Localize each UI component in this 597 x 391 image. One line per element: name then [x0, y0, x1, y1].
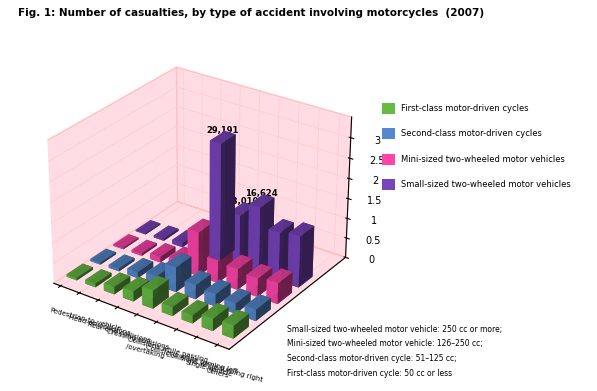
Text: Number of casualties
(in tens of thousands): Number of casualties (in tens of thousan…	[0, 172, 1, 271]
Text: Fig. 1: Number of casualties, by type of accident involving motorcycles  (2007): Fig. 1: Number of casualties, by type of…	[18, 8, 484, 18]
Text: Small-sized two-wheeled motor vehicles: Small-sized two-wheeled motor vehicles	[401, 180, 571, 189]
Text: Mini-sized two-wheeled motor vehicle: 126–250 cc;: Mini-sized two-wheeled motor vehicle: 12…	[287, 339, 482, 348]
Text: Second-class motor-driven cycle: 51–125 cc;: Second-class motor-driven cycle: 51–125 …	[287, 354, 456, 363]
Text: Second-class motor-driven cycles: Second-class motor-driven cycles	[401, 129, 542, 138]
Text: First-class motor-driven cycles: First-class motor-driven cycles	[401, 104, 529, 113]
Text: First-class motor-driven cycle: 50 cc or less: First-class motor-driven cycle: 50 cc or…	[287, 369, 452, 378]
Text: Small-sized two-wheeled motor vehicle: 250 cc or more;: Small-sized two-wheeled motor vehicle: 2…	[287, 325, 502, 334]
Text: Mini-sized two-wheeled motor vehicles: Mini-sized two-wheeled motor vehicles	[401, 155, 565, 164]
